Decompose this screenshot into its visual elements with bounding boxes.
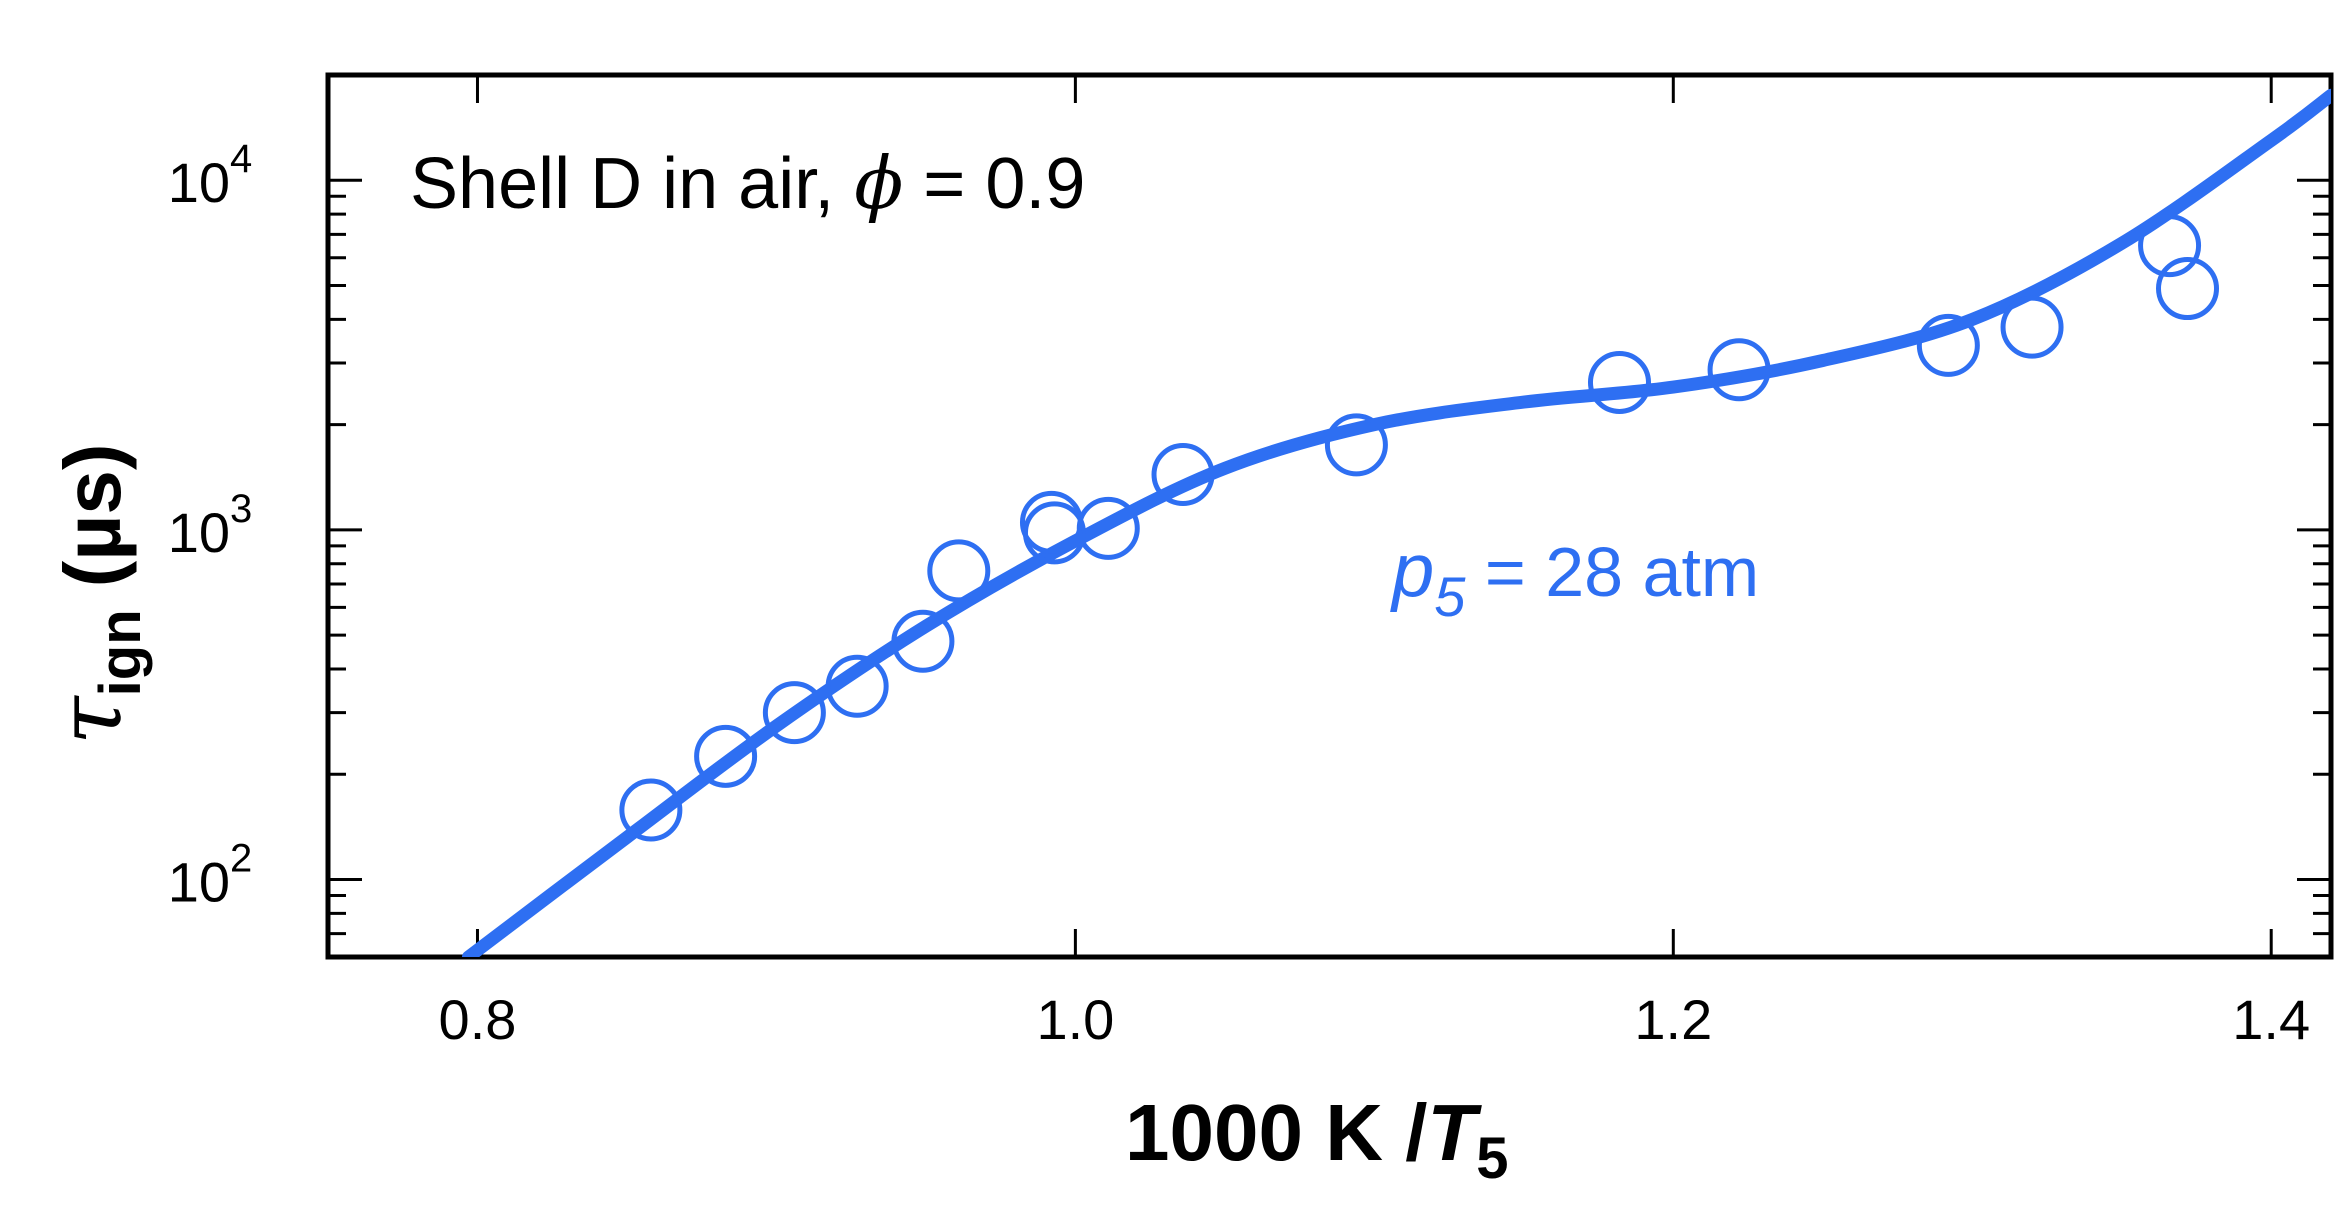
- data-point-marker: [2156, 257, 2220, 321]
- data-point-marker: [1707, 338, 1771, 402]
- data-point-marker: [2138, 214, 2202, 278]
- data-point-marker: [1076, 496, 1140, 560]
- y-tick-label: 103: [168, 487, 253, 564]
- data-point-marker: [825, 654, 889, 718]
- y-tick-label: 102: [168, 836, 253, 913]
- data-point-marker: [891, 609, 955, 673]
- model-curve: [462, 88, 2331, 957]
- y-axis-label: τign(µs): [38, 443, 153, 745]
- pressure-annotation: p5 = 28 atm: [1390, 528, 1759, 628]
- data-point-marker: [1587, 350, 1651, 414]
- x-tick-label: 1.0: [1036, 988, 1114, 1051]
- x-axis-label: 1000 K /T5: [1125, 1088, 1509, 1191]
- chart-title: Shell D in air, ϕ = 0.9: [410, 141, 1085, 225]
- data-point-marker: [1022, 501, 1086, 565]
- data-point-marker: [1151, 442, 1215, 506]
- x-tick-label: 0.8: [439, 988, 517, 1051]
- axis-ticks: [328, 73, 2331, 959]
- plot-frame: [325, 72, 2334, 960]
- data-point-marker: [694, 724, 758, 788]
- data-markers: [619, 214, 2220, 842]
- data-point-marker: [1916, 313, 1980, 377]
- x-tick-label: 1.2: [1634, 988, 1712, 1051]
- data-point-marker: [927, 539, 991, 603]
- data-point-marker: [619, 778, 683, 842]
- axis-tick-labels: 0.8 1.0 1.2 1.4 102 103 104: [168, 137, 2310, 1051]
- data-point-marker: [1324, 413, 1388, 477]
- x-tick-label: 1.4: [2232, 988, 2310, 1051]
- data-point-marker: [2000, 295, 2064, 359]
- y-tick-label: 104: [168, 137, 253, 214]
- data-point-marker: [762, 681, 826, 745]
